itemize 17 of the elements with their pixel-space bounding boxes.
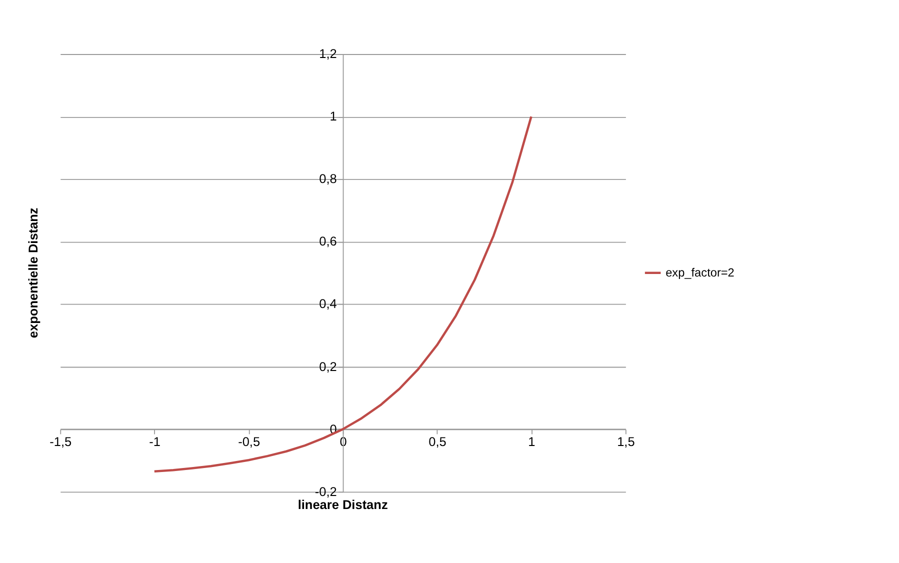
- x-tick-label: 0,5: [428, 434, 446, 450]
- y-tick-label: 0,6: [319, 234, 337, 249]
- x-axis-title: lineare Distanz: [298, 497, 388, 512]
- x-tick-label: 1,5: [617, 434, 635, 450]
- y-tick-label: -0,2: [314, 484, 337, 499]
- x-tick-label: -1: [149, 434, 161, 450]
- y-tick-label: 0,8: [319, 171, 337, 186]
- y-axis-title: exponentielle Distanz: [25, 208, 40, 338]
- x-tick-label: -0,5: [238, 434, 260, 450]
- y-tick-label: 1,2: [319, 46, 337, 62]
- y-tick-label: 0,4: [319, 296, 337, 312]
- legend-label: exp_factor=2: [666, 266, 734, 280]
- x-tick-label: 0: [340, 434, 347, 450]
- x-tick-label: 1: [528, 434, 536, 450]
- y-tick-label: 0,2: [319, 358, 337, 374]
- y-tick-label: 1: [330, 108, 337, 124]
- x-tick-label: -1,5: [50, 434, 72, 450]
